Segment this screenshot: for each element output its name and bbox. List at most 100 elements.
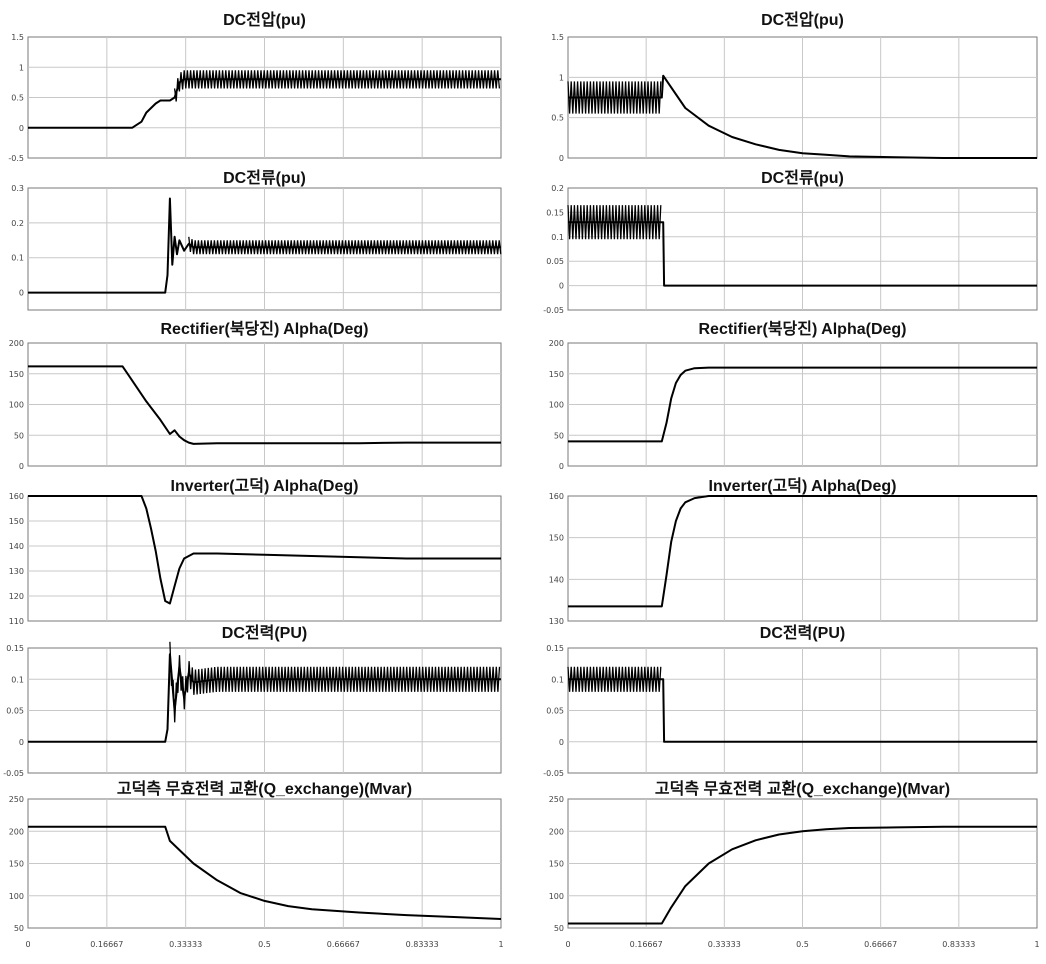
chart-panel: Rectifier(북당진) Alpha(Deg) 0 50 100 150 200 [9, 320, 502, 471]
series-line [568, 495, 1037, 608]
chart-panel: DC전력(PU) -0.05 0 0.05 0.1 0.15 [3, 623, 502, 778]
x-tick-label: 0.83333 [406, 940, 439, 949]
x-tick-label: 0 [25, 940, 30, 949]
y-tick-label: 130 [549, 617, 564, 626]
y-tick-label: -0.05 [3, 769, 24, 778]
y-tick-label: 0.5 [11, 94, 24, 103]
x-tick-label: 1 [498, 940, 503, 949]
y-tick-label: 150 [9, 517, 24, 526]
series-line [568, 221, 1037, 287]
series-line [28, 825, 502, 920]
y-tick-label: 160 [549, 492, 564, 501]
panel-title: 고덕측 무효전력 교환(Q_exchange)(Mvar) [655, 779, 950, 798]
y-tick-label: 150 [549, 370, 564, 379]
panel-title: DC전압(pu) [223, 11, 306, 29]
panel-title: 고덕측 무효전력 교환(Q_exchange)(Mvar) [117, 779, 412, 798]
y-tick-label: 200 [549, 339, 564, 348]
chart-panel: DC전력(PU) -0.05 0 0.05 0.1 0.15 [543, 623, 1038, 778]
series-oscillation [567, 205, 662, 240]
y-tick-label: 200 [549, 827, 564, 836]
y-tick-label: 100 [9, 401, 24, 410]
panel-title: Inverter(고덕) Alpha(Deg) [171, 477, 359, 495]
series-line [28, 365, 501, 445]
x-tick-label: 0.5 [258, 940, 271, 949]
series-line [568, 825, 1037, 925]
panel-title: DC전류(pu) [761, 169, 844, 187]
series-oscillation [188, 236, 502, 255]
y-tick-label: 0 [559, 738, 564, 747]
y-tick-label: 1 [559, 73, 564, 82]
y-tick-label: 130 [9, 567, 24, 576]
y-tick-label: 50 [14, 924, 24, 933]
series-oscillation [173, 70, 501, 102]
y-tick-label: 100 [9, 892, 24, 901]
y-tick-label: 0.2 [551, 184, 564, 193]
chart-panel: 고덕측 무효전력 교환(Q_exchange)(Mvar) 0 0.16667 0.3… [9, 779, 504, 949]
series-oscillation [169, 641, 501, 723]
y-tick-label: 0.1 [551, 233, 564, 242]
y-tick-label: 0.05 [546, 707, 564, 716]
y-tick-label: 0.15 [546, 208, 564, 217]
y-tick-label: 1 [19, 63, 24, 72]
y-tick-label: 0 [19, 462, 24, 471]
y-tick-label: 140 [549, 575, 564, 584]
y-tick-label: 1.5 [11, 33, 24, 42]
panel-title: Rectifier(북당진) Alpha(Deg) [698, 320, 906, 338]
chart-panel: Inverter(고덕) Alpha(Deg) 130 140 150 160 [549, 477, 1038, 626]
y-tick-label: 0.05 [6, 707, 24, 716]
y-tick-label: 50 [14, 431, 24, 440]
y-tick-label: 250 [9, 795, 24, 804]
y-tick-label: 250 [549, 795, 564, 804]
y-tick-label: 100 [549, 892, 564, 901]
y-tick-label: 50 [554, 431, 564, 440]
x-tick-label: 0.33333 [708, 940, 741, 949]
y-tick-label: 50 [554, 924, 564, 933]
y-tick-label: 0 [559, 462, 564, 471]
chart-panel: DC전류(pu) 0 0.1 0.2 0.3 [11, 169, 502, 311]
x-tick-label: 0.16667 [90, 940, 123, 949]
chart-panel: Rectifier(북당진) Alpha(Deg) 0 50 100 150 200 [549, 320, 1038, 471]
y-tick-label: 0 [559, 282, 564, 291]
y-tick-label: 0.15 [6, 644, 24, 653]
y-tick-label: 200 [9, 827, 24, 836]
y-tick-label: 150 [9, 370, 24, 379]
x-tick-label: 0 [565, 940, 570, 949]
x-tick-label: 0.66667 [327, 940, 360, 949]
y-tick-label: 1.5 [551, 33, 564, 42]
series-line [28, 495, 501, 605]
y-tick-label: 0.5 [551, 114, 564, 123]
series-line [568, 366, 1037, 443]
panel-title: DC전류(pu) [223, 169, 306, 187]
series-line [568, 74, 1037, 159]
y-tick-label: 0.1 [11, 675, 24, 684]
y-tick-label: 0 [19, 738, 24, 747]
y-tick-label: -0.05 [543, 306, 564, 315]
y-tick-label: 150 [549, 860, 564, 869]
y-tick-label: 160 [9, 492, 24, 501]
x-tick-label: 0.5 [796, 940, 809, 949]
panel-title: DC전력(PU) [222, 623, 307, 642]
y-tick-label: 110 [9, 617, 24, 626]
y-tick-label: 140 [9, 542, 24, 551]
y-tick-label: 0 [19, 124, 24, 133]
y-tick-label: -0.5 [8, 154, 24, 163]
y-tick-label: 0 [19, 289, 24, 298]
y-tick-label: 0.3 [11, 184, 24, 193]
chart-panel: 고덕측 무효전력 교환(Q_exchange)(Mvar) 0 0.16667 0.3… [549, 779, 1040, 949]
series-oscillation [567, 666, 662, 692]
y-tick-label: 0 [559, 154, 564, 163]
y-tick-label: 150 [9, 860, 24, 869]
y-tick-label: 0.1 [551, 675, 564, 684]
chart-panel: DC전압(pu) -0.5 0 0.5 1 1.5 [8, 11, 502, 163]
y-tick-label: -0.05 [543, 769, 564, 778]
x-tick-label: 1 [1034, 940, 1039, 949]
x-tick-label: 0.33333 [169, 940, 202, 949]
y-tick-label: 0.05 [546, 257, 564, 266]
series-oscillation [567, 81, 662, 114]
panel-title: Inverter(고덕) Alpha(Deg) [709, 477, 897, 495]
chart-panel: Inverter(고덕) Alpha(Deg) 110 120 130 140 150 16… [9, 477, 502, 626]
series-line [568, 678, 1037, 743]
y-tick-label: 120 [9, 592, 24, 601]
panel-title: Rectifier(북당진) Alpha(Deg) [160, 320, 368, 338]
